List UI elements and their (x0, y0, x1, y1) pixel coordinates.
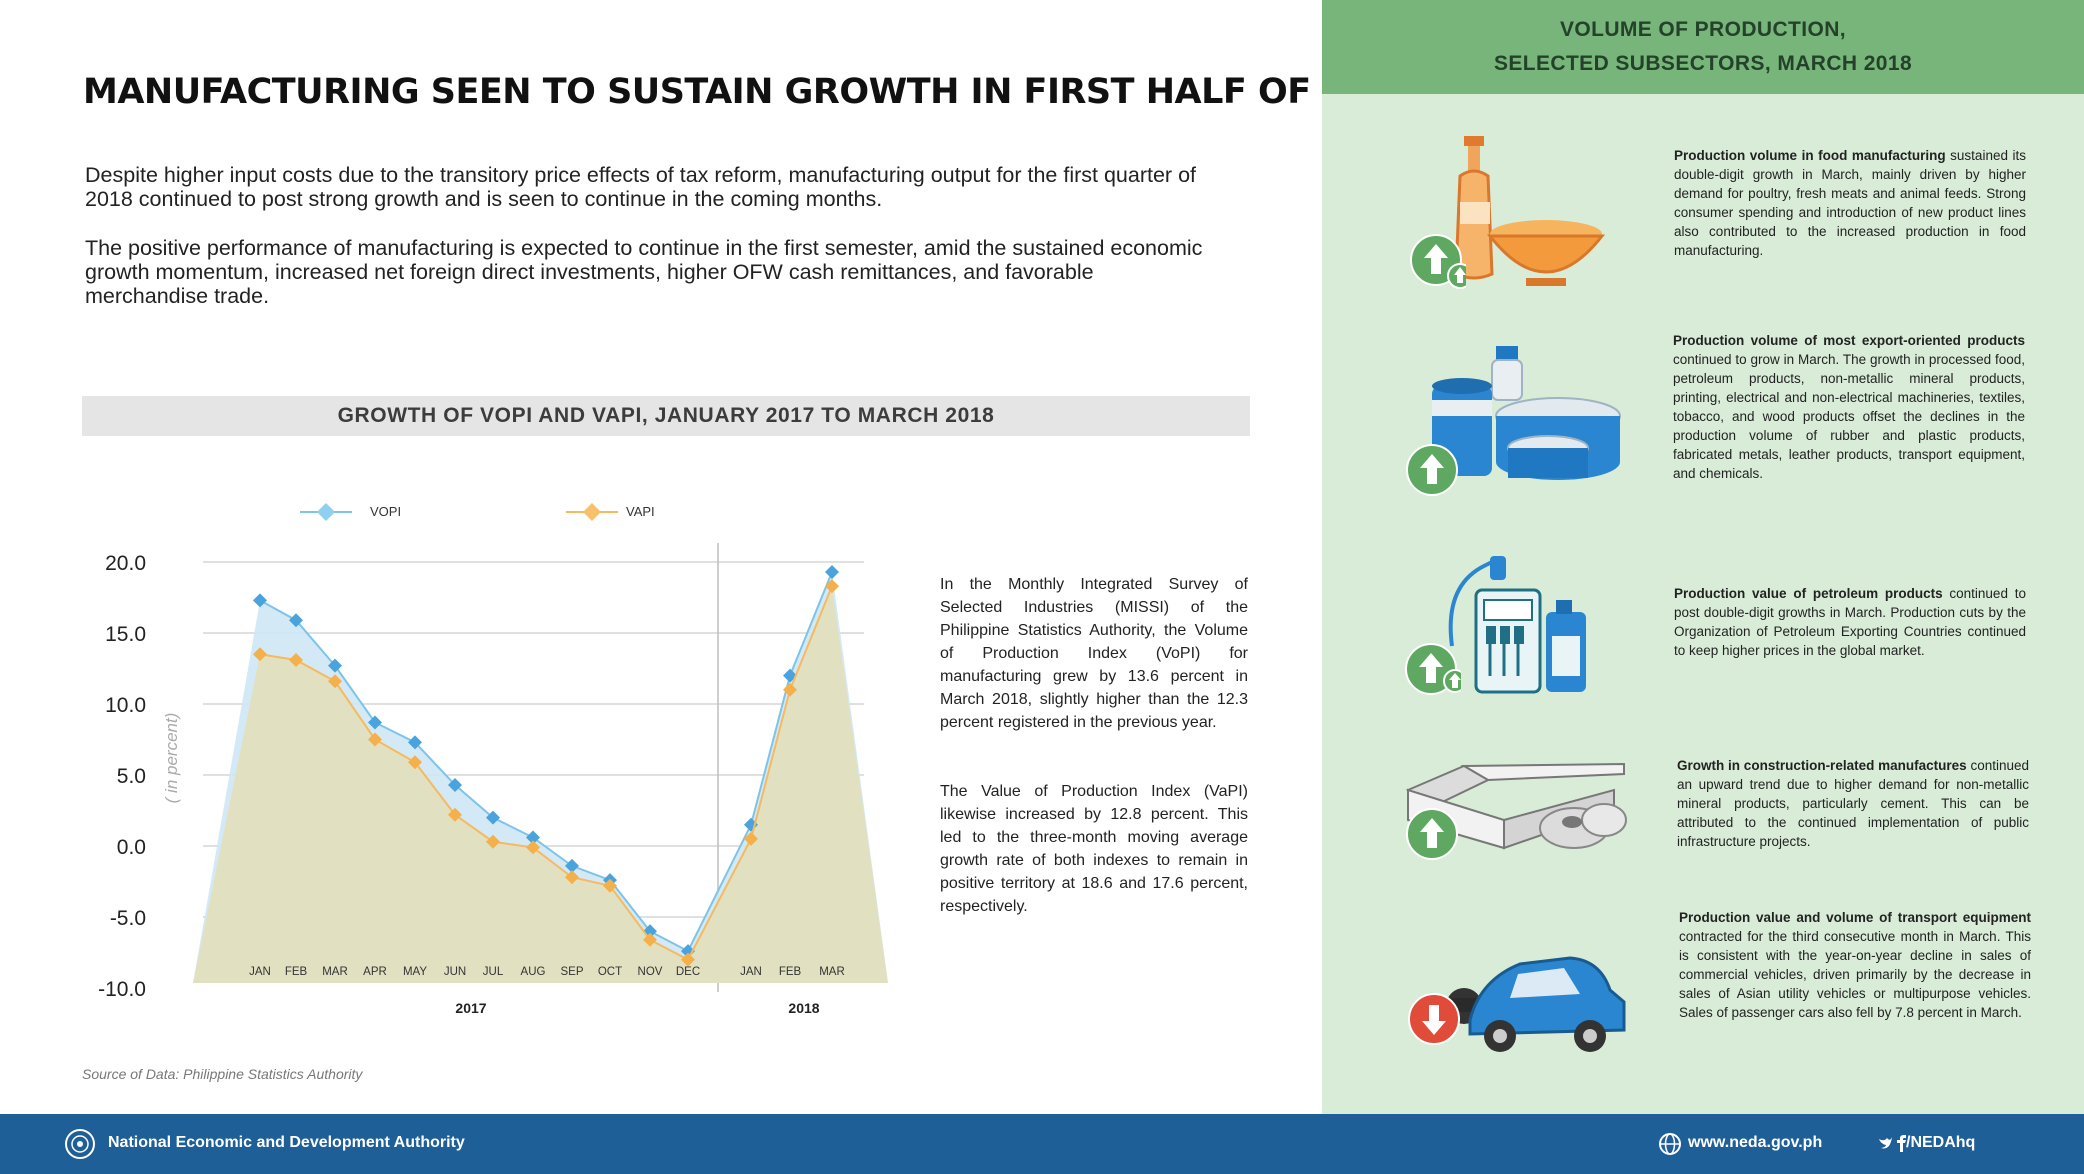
trend-up-icon (1406, 444, 1458, 496)
subsector-transport-body: contracted for the third consecutive mon… (1679, 929, 2031, 1020)
intro-paragraph-1: Despite higher input costs due to the tr… (85, 163, 1196, 211)
neda-seal-icon (65, 1129, 95, 1159)
subsector-text-export: Production volume of most export-oriente… (1673, 331, 2025, 483)
vopi-point (526, 830, 540, 845)
y-tick-label: 5.0 (117, 765, 146, 788)
subsector-export-heading: Production volume of most export-oriente… (1673, 333, 2025, 348)
x-tick-label: AUG (521, 966, 546, 978)
x-tick-label: MAR (322, 966, 348, 978)
subsector-text-transport: Production value and volume of transport… (1679, 908, 2031, 1022)
vapi-point (681, 952, 695, 967)
subsectors-panel (1322, 0, 2084, 1114)
vopi-point (825, 564, 839, 579)
trend-up-icon (1410, 234, 1466, 289)
x-tick-label: DEC (676, 966, 700, 978)
x-tick-label: SEP (560, 966, 583, 978)
subsector-text-food: Production volume in food manufacturing … (1674, 146, 2026, 260)
x-tick-label: FEB (285, 966, 308, 978)
subsector-construction-heading: Growth in construction-related manufactu… (1677, 758, 1967, 773)
footer-bar: National Economic and Development Author… (0, 1114, 2084, 1174)
panel-header-line-2: SELECTED SUBSECTORS, MARCH 2018 (1493, 52, 1913, 75)
x-tick-label: APR (363, 966, 387, 978)
y-tick-label: -10.0 (98, 978, 146, 1001)
vapi-point (825, 579, 839, 594)
vapi-point (448, 807, 462, 822)
vapi-point (328, 674, 342, 689)
vapi-point (368, 732, 382, 747)
year-label: 2017 (455, 1000, 486, 1016)
petroleum-products-icon (1448, 556, 1586, 694)
subsector-text-petroleum: Production value of petroleum products c… (1674, 584, 2026, 660)
subsector-transport-heading: Production value and volume of transport… (1679, 910, 2031, 925)
y-tick-label: 15.0 (105, 623, 146, 646)
vapi-point (783, 682, 797, 697)
y-tick-label: 10.0 (105, 694, 146, 717)
trend-up-icon (1406, 808, 1458, 860)
y-axis-label: ( in percent) (162, 713, 181, 804)
legend-label-vopi: VOPI (370, 504, 401, 519)
subsector-food-body: sustained its double-digit growth in Mar… (1674, 148, 2027, 258)
trend-up-icon (1405, 643, 1461, 695)
y-tick-label: 20.0 (105, 552, 146, 575)
construction-manufactures-icon (1405, 762, 1627, 850)
vopi-point (408, 735, 422, 750)
vopi-point (289, 613, 303, 628)
vopi-point (368, 715, 382, 730)
legend-marker-vopi (317, 503, 335, 521)
intro-paragraph-2: The positive performance of manufacturin… (85, 236, 1203, 308)
vapi-point (253, 647, 267, 662)
vopi-point (448, 777, 462, 792)
vapi-point (565, 870, 579, 885)
x-tick-label: MAR (819, 966, 845, 978)
legend-marker-vapi (583, 503, 601, 521)
subsector-text-construction: Growth in construction-related manufactu… (1677, 756, 2029, 851)
vapi-point (603, 878, 617, 893)
subsector-construction-body: continued an upward trend due to higher … (1677, 758, 2029, 849)
y-tick-label: 0.0 (117, 836, 146, 859)
y-tick-label: -5.0 (110, 907, 146, 930)
vopi-point (565, 858, 579, 873)
transport-equipment-icon (1444, 956, 1626, 1052)
legend-label-vapi: VAPI (626, 504, 655, 519)
subsector-export-body: continued to grow in March. The growth i… (1673, 352, 2025, 481)
x-tick-label: MAY (403, 966, 427, 978)
vapi-point (526, 840, 540, 855)
footer-social-handle[interactable]: /NEDAhq (1906, 1134, 1976, 1151)
chart-description-2: The Value of Production Index (VaPI) lik… (940, 783, 1248, 915)
source-note: Source of Data: Philippine Statistics Au… (82, 1066, 363, 1082)
vopi-point (328, 658, 342, 673)
growth-line-chart: 20.0 15.0 10.0 5.0 0.0 -5.0 -10.0 ( in percent)… (98, 503, 888, 1016)
food-manufacturing-icon (1454, 136, 1606, 286)
subsectors-panel-header: VOLUME OF PRODUCTION, SELECTED SUBSECTOR… (1322, 0, 2084, 94)
footer-org-name: National Economic and Development Author… (108, 1134, 465, 1151)
footer-website-link[interactable]: www.neda.gov.ph (1688, 1134, 1823, 1151)
vapi-point (289, 652, 303, 667)
subsector-petroleum-heading: Production value of petroleum products (1674, 586, 1943, 601)
vopi-point (486, 810, 500, 825)
x-tick-label: FEB (779, 966, 802, 978)
x-tick-label: JUN (444, 966, 466, 978)
vopi-point (253, 593, 267, 608)
year-label: 2018 (788, 1000, 819, 1016)
chart-description-1: In the Monthly Integrated Survey of Sele… (940, 576, 1248, 731)
x-tick-label: JAN (249, 966, 271, 978)
x-tick-label: OCT (598, 966, 622, 978)
panel-header-line-1: VOLUME OF PRODUCTION, (1559, 18, 1847, 41)
subsector-petroleum-body: continued to post double-digit growths i… (1674, 586, 2026, 658)
page-title: MANUFACTURING SEEN TO SUSTAIN GROWTH IN … (83, 72, 1418, 112)
vapi-area (193, 586, 888, 983)
globe-icon (1659, 1133, 1681, 1155)
x-tick-label: JUL (483, 966, 504, 978)
x-tick-label: NOV (638, 966, 663, 978)
social-media-icon[interactable] (1878, 1134, 1908, 1154)
vapi-point (643, 932, 657, 947)
x-tick-label: JAN (740, 966, 762, 978)
trend-down-icon (1408, 993, 1460, 1045)
chart-title-banner: GROWTH OF VOPI AND VAPI, JANUARY 2017 TO… (82, 396, 1250, 436)
vapi-point (744, 831, 758, 846)
vapi-point (408, 755, 422, 770)
vapi-point (486, 834, 500, 849)
subsector-food-heading: Production volume in food manufacturing (1674, 148, 1946, 163)
